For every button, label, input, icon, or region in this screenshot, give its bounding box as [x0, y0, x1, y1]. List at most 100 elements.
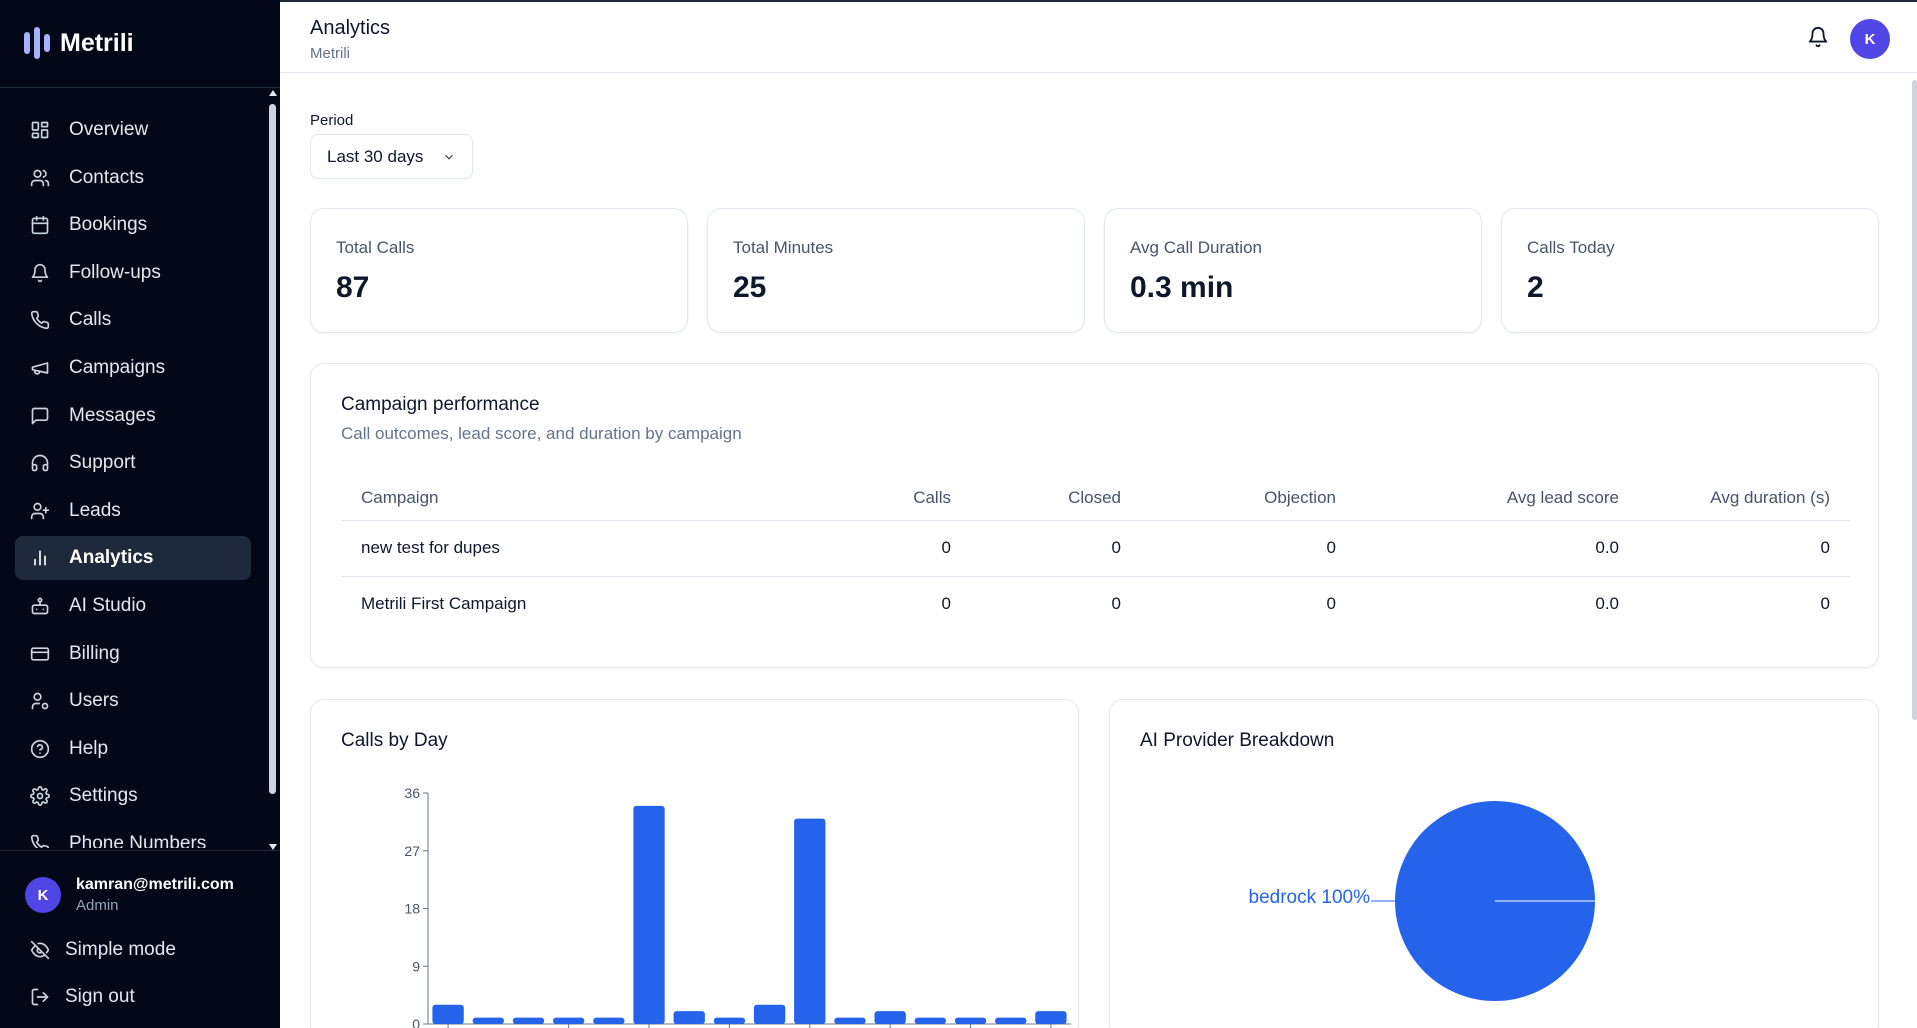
sidebar-item-settings[interactable]: Settings — [15, 774, 251, 818]
column-header: Avg duration (s) — [1639, 476, 1850, 521]
bar-chart-icon — [30, 548, 50, 568]
sidebar-item-label: Settings — [69, 785, 138, 807]
sidebar: Metrili Overview Contacts Bookings Follow-u… — [0, 0, 280, 1028]
card-title: Campaign performance — [341, 394, 540, 415]
table-cell: 0 — [1141, 520, 1356, 577]
bar — [633, 805, 665, 1024]
bar — [673, 1011, 705, 1024]
user-profile[interactable]: K kamran@metrili.com Admin — [25, 876, 234, 914]
stat-label: Avg Call Duration — [1130, 238, 1262, 257]
column-header: Closed — [971, 476, 1141, 521]
sidebar-item-follow-ups[interactable]: Follow-ups — [15, 251, 251, 295]
scroll-up-icon[interactable] — [269, 90, 277, 96]
sidebar-item-analytics[interactable]: Analytics — [15, 536, 251, 581]
stat-card-calls-today: Calls Today 2 — [1501, 208, 1879, 333]
sidebar-nav: Overview Contacts Bookings Follow-ups Calls C… — [15, 108, 251, 848]
scroll-down-icon[interactable] — [269, 844, 277, 850]
column-header: Campaign — [341, 476, 801, 521]
sidebar-scrollbar[interactable] — [269, 90, 277, 850]
sidebar-item-label: Users — [69, 690, 119, 712]
stat-card-total-minutes: Total Minutes 25 — [707, 208, 1085, 333]
sidebar-item-label: Phone Numbers — [69, 832, 207, 848]
bar — [753, 1004, 786, 1024]
sign-out-button[interactable]: Sign out — [30, 986, 135, 1008]
calendar-icon — [30, 215, 50, 235]
bar — [834, 1017, 866, 1024]
sign-out-label: Sign out — [65, 986, 135, 1007]
stat-value: 2 — [1527, 271, 1544, 304]
bar — [794, 818, 826, 1024]
bar — [995, 1017, 1027, 1024]
table-cell: 0 — [1326, 594, 1336, 614]
y-tick-label: 9 — [412, 958, 420, 974]
sidebar-item-ai-studio[interactable]: AI Studio — [15, 584, 251, 628]
y-tick-label: 36 — [404, 785, 420, 801]
scrollbar-thumb[interactable] — [269, 104, 276, 794]
gear-icon — [30, 786, 50, 807]
bar — [954, 1017, 987, 1024]
sidebar-item-label: Support — [69, 452, 136, 474]
stat-value: 87 — [336, 271, 370, 304]
avatar[interactable]: K — [1850, 19, 1890, 59]
sidebar-item-messages[interactable]: Messages — [15, 394, 251, 438]
period-select[interactable]: Last 30 days — [310, 134, 473, 179]
sidebar-item-leads[interactable]: Leads — [15, 489, 251, 533]
notifications-bell-icon[interactable] — [1807, 26, 1829, 48]
bar — [593, 1017, 625, 1024]
sidebar-item-campaigns[interactable]: Campaigns — [15, 346, 251, 390]
table-header-row: Campaign Calls Closed Objection Avg lead sco… — [341, 476, 1850, 521]
bar — [713, 1017, 746, 1024]
sidebar-item-calls[interactable]: Calls — [15, 298, 251, 342]
table-cell: 0 — [941, 594, 951, 614]
sidebar-item-phone-numbers[interactable]: Phone Numbers — [15, 822, 251, 848]
message-square-icon — [30, 406, 50, 426]
sidebar-divider — [0, 850, 280, 851]
page-subtitle: Metrili — [310, 45, 350, 62]
users-icon — [30, 168, 50, 188]
megaphone-icon — [30, 358, 50, 378]
sidebar-item-contacts[interactable]: Contacts — [15, 156, 251, 200]
sidebar-item-support[interactable]: Support — [15, 441, 251, 485]
sidebar-divider — [0, 87, 280, 88]
sidebar-item-label: Follow-ups — [69, 261, 161, 283]
sidebar-item-label: AI Studio — [69, 594, 147, 616]
campaign-performance-card: Campaign performance Call outcomes, lead… — [310, 363, 1879, 668]
ai-provider-pie-chart: bedrock 100% — [1249, 801, 1595, 1001]
sidebar-item-help[interactable]: Help — [15, 727, 251, 771]
headphones-icon — [30, 453, 50, 473]
avatar: K — [25, 877, 61, 913]
card-subtitle: Call outcomes, lead score, and duration … — [341, 424, 742, 443]
sidebar-item-billing[interactable]: Billing — [15, 632, 251, 676]
table-cell: 0 — [1111, 594, 1121, 614]
sidebar-item-label: Overview — [69, 119, 149, 140]
sidebar-item-label: Leads — [69, 499, 121, 521]
table-row[interactable]: Metrili First Campaign 0 0 0 0.0 0 — [341, 576, 1850, 632]
user-role: Admin — [76, 897, 119, 914]
app-logo[interactable]: Metrili — [24, 26, 134, 60]
simple-mode-label: Simple mode — [65, 939, 176, 960]
column-header: Calls — [801, 476, 971, 521]
calls-by-day-chart: 09182736Mar 31Apr 4Apr 10Apr 13Apr 15Apr… — [404, 785, 1071, 1028]
table-cell: 0.0 — [1356, 520, 1639, 577]
page-title: Analytics — [310, 17, 391, 39]
bell-icon — [30, 263, 50, 283]
sidebar-item-users[interactable]: Users — [15, 679, 251, 723]
sidebar-item-label: Bookings — [69, 214, 148, 236]
main-scrollbar[interactable] — [1912, 80, 1917, 720]
bar — [914, 1017, 947, 1024]
bot-icon — [30, 596, 50, 616]
user-cog-icon — [30, 691, 50, 711]
top-bar: Analytics Metrili K — [280, 0, 1917, 73]
table-cell: 0 — [971, 520, 1141, 577]
simple-mode-button[interactable]: Simple mode — [30, 939, 176, 961]
app-name: Metrili — [60, 28, 134, 57]
user-plus-icon — [30, 501, 50, 521]
user-email: kamran@metrili.com — [76, 876, 234, 893]
sidebar-item-overview[interactable]: Overview — [15, 108, 251, 152]
table-cell: 0.0 — [1595, 594, 1619, 614]
table-row[interactable]: new test for dupes 0 0 0 0.0 0 — [341, 520, 1850, 577]
sidebar-item-bookings[interactable]: Bookings — [15, 203, 251, 247]
period-value: Last 30 days — [327, 146, 424, 166]
card-title: Calls by Day — [341, 730, 448, 751]
sidebar-item-label: Billing — [69, 642, 120, 664]
